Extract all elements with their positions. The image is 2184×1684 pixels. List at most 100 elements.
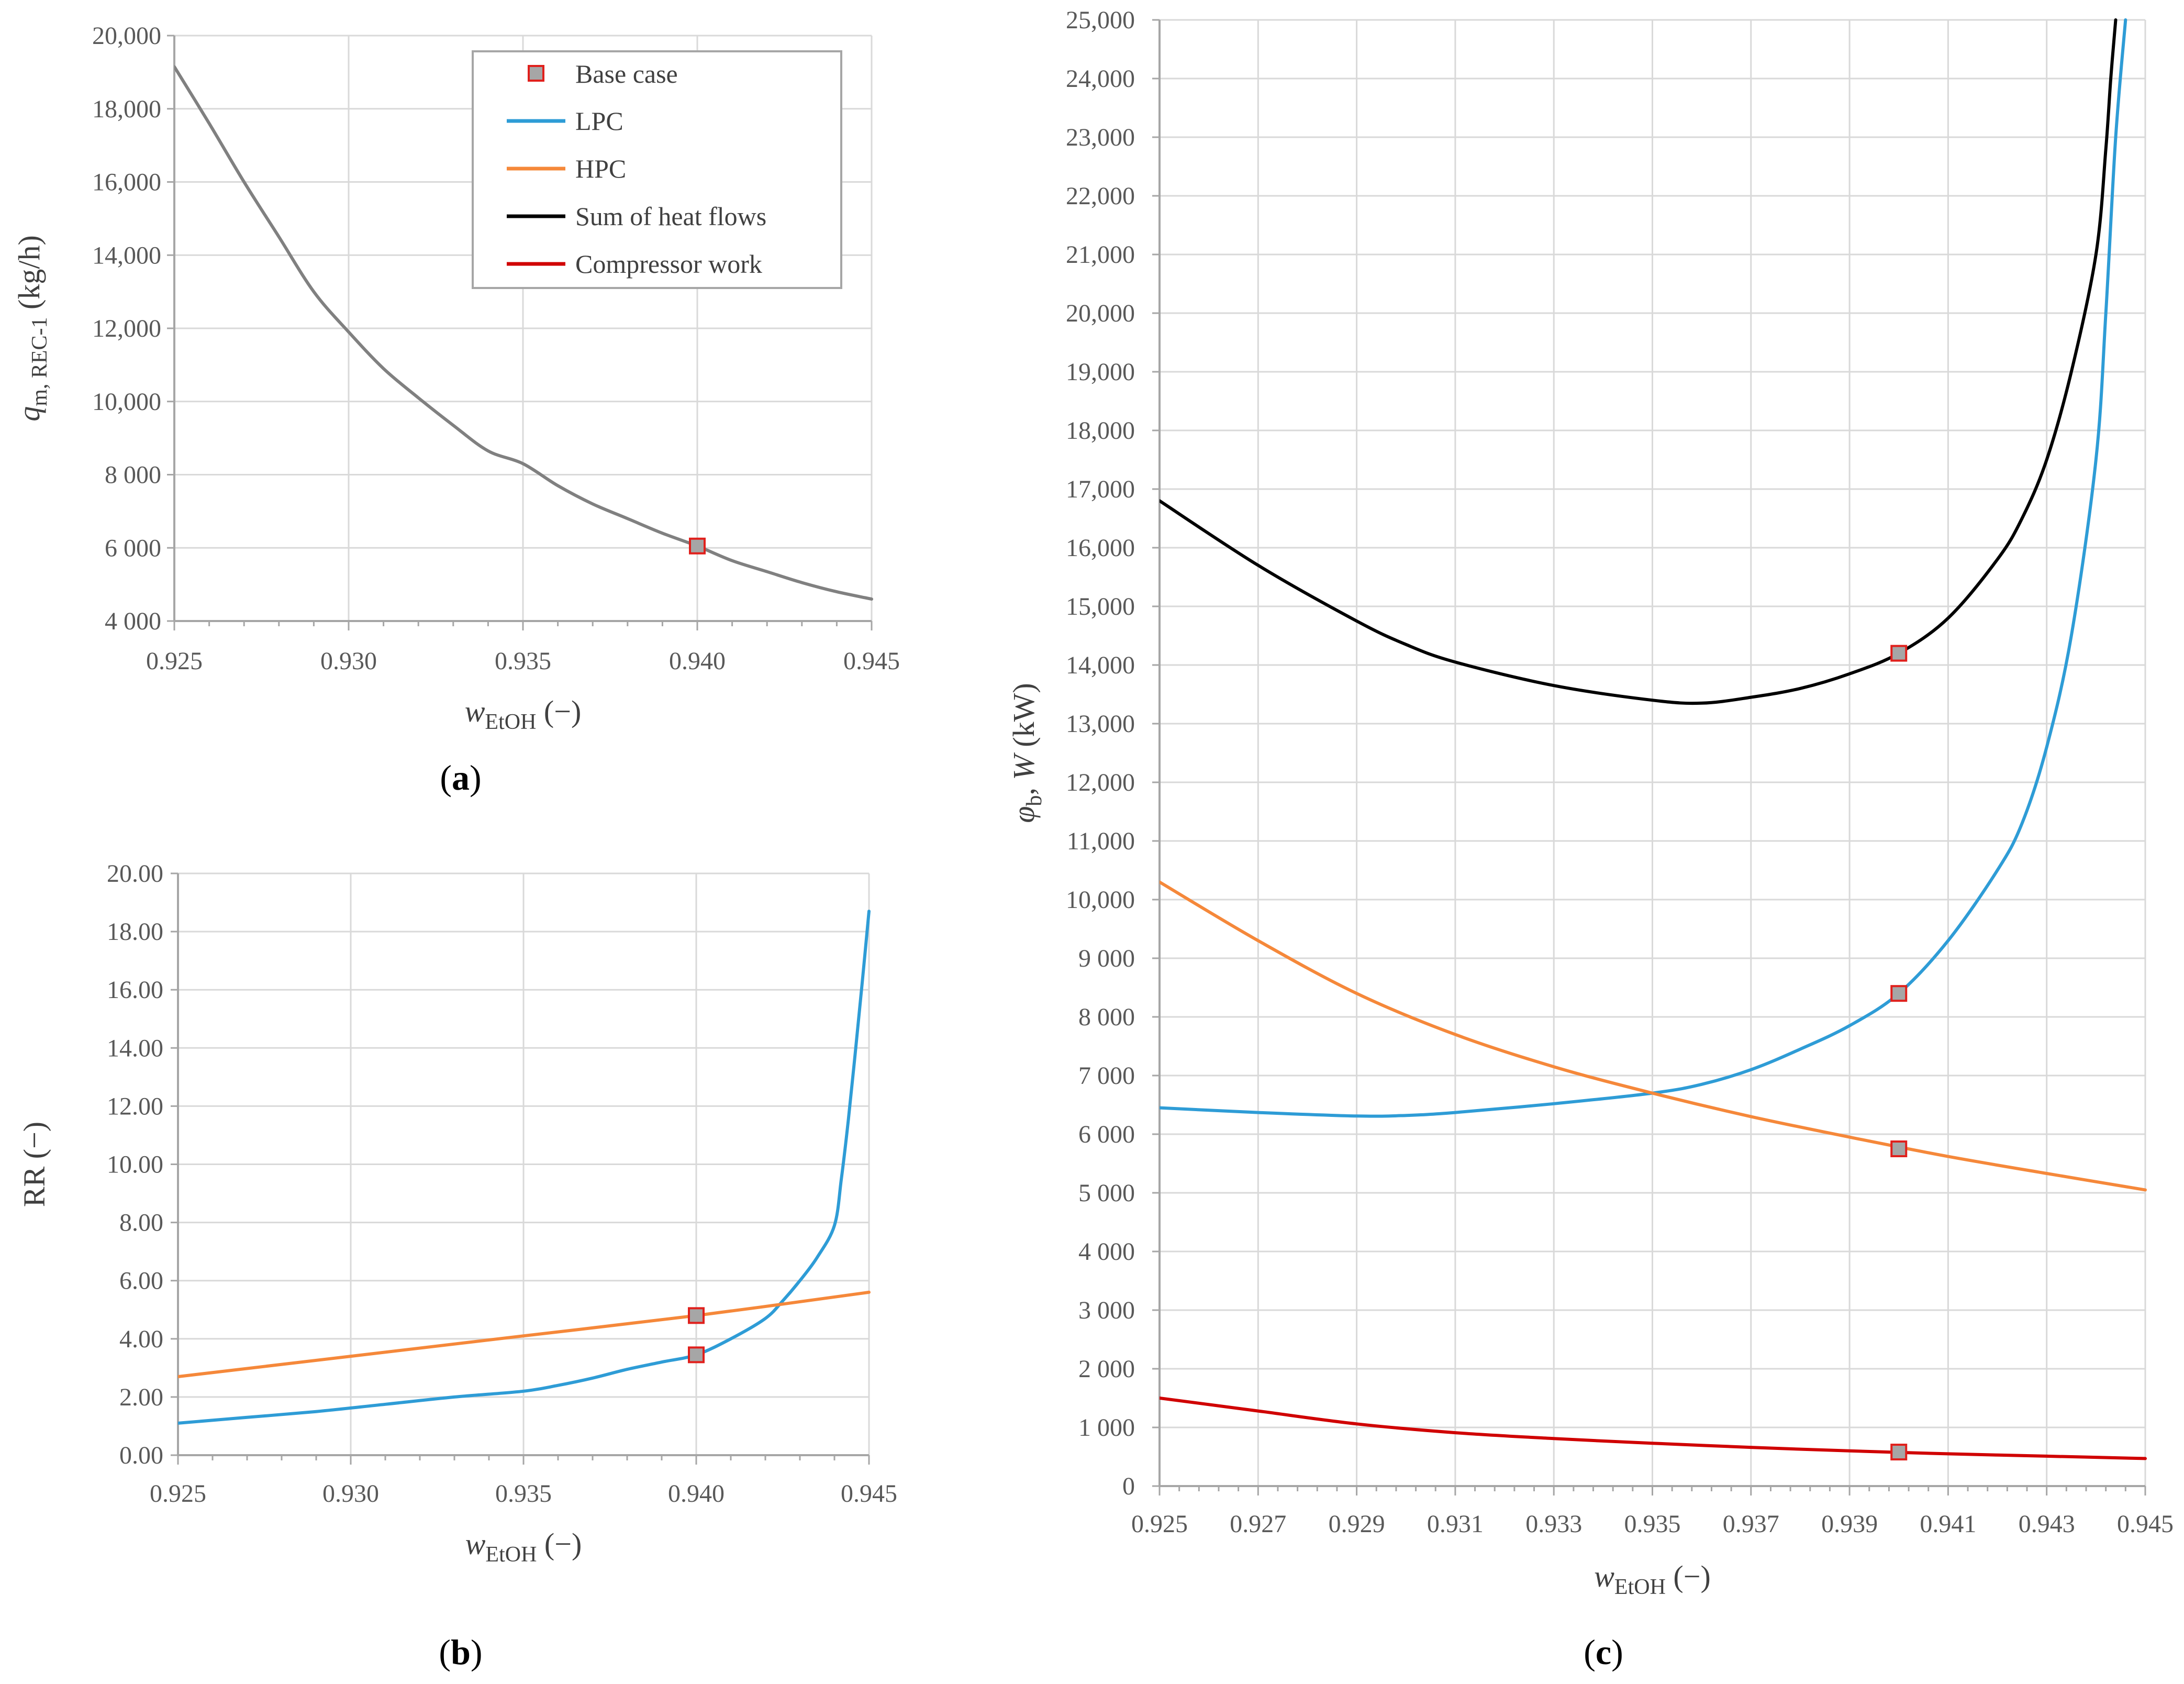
y-tick-label: 0.00 [119,1442,163,1469]
x-tick-label: 0.930 [320,647,377,675]
y-tick-label: 13,000 [1066,710,1135,738]
x-tick-label: 0.933 [1525,1510,1582,1538]
legend-base-case-marker [528,65,544,82]
series-line-lpc [1160,18,2127,1118]
y-tick-label: 15,000 [1066,593,1135,621]
series-line-compressor-work [1160,1397,2147,1460]
y-axis-title: RR (−) [17,1122,51,1207]
x-tick-label: 0.935 [495,1480,552,1508]
x-tick-label: 0.931 [1427,1510,1484,1538]
y-tick-label: 18.00 [107,918,163,946]
legend: Base case LPC HPC Sum of heat flows Comp… [472,50,842,289]
y-tick-label: 16.00 [107,976,163,1004]
y-tick-label: 4 000 [1078,1238,1135,1266]
legend-work-label: Compressor work [575,249,762,279]
chart-a: 0.925 0.930 0.935 0.940 0.945 4 000 6 000 8 000… [12,22,900,734]
x-tick-label: 0.945 [2117,1510,2174,1538]
y-tick-label: 10,000 [92,388,161,416]
base-case-marker [1890,985,1908,1002]
y-tick-label: 2.00 [119,1383,163,1411]
y-tick-label: 14,000 [1066,651,1135,679]
series-line-sum-of-heat-flows [1160,18,2118,705]
y-tick-label: 14.00 [107,1034,163,1062]
base-case-marker [688,1307,705,1324]
y-axis-title: φb, W (kW) [1007,683,1046,823]
y-tick-label: 18,000 [1066,417,1135,445]
y-tick-label: 11,000 [1067,827,1135,855]
y-tick-label: 8 000 [105,461,161,489]
x-axis-title: wEtOH (−) [465,1527,582,1567]
legend-sum-label: Sum of heat flows [575,202,766,231]
x-tick-label: 0.929 [1329,1510,1385,1538]
y-tick-label: 4.00 [119,1325,163,1353]
y-tick-label: 7 000 [1078,1062,1135,1090]
chart-b: 0.925 0.930 0.935 0.940 0.945 0.00 2.00 4.00 6.0… [17,860,897,1567]
x-axis-title: wEtOH (−) [465,694,582,734]
x-tick-label: 0.930 [322,1480,379,1508]
legend-hpc-label: HPC [575,154,626,183]
y-tick-label: 3 000 [1078,1297,1135,1324]
y-tick-label: 19,000 [1066,358,1135,386]
x-tick-label: 0.943 [2019,1510,2075,1538]
x-tick-label: 0.945 [841,1480,897,1508]
base-case-marker [1890,1140,1908,1157]
x-tick-label: 0.937 [1723,1510,1779,1538]
y-tick-label: 6 000 [105,534,161,562]
y-tick-label: 8.00 [119,1209,163,1237]
x-tick-label: 0.940 [669,647,726,675]
series-line-q-m-rec-1 [174,65,873,601]
y-tick-label: 14,000 [92,241,161,269]
y-tick-label: 12.00 [107,1092,163,1120]
y-tick-label: 2 000 [1078,1355,1135,1383]
x-tick-label: 0.925 [1131,1510,1188,1538]
y-tick-label: 23,000 [1066,124,1135,151]
y-tick-label: 0 [1122,1472,1135,1500]
x-tick-label: 0.945 [843,647,900,675]
y-tick-label: 20,000 [92,22,161,50]
y-tick-label: 6 000 [1078,1121,1135,1148]
legend-lpc-label: LPC [575,106,623,136]
y-tick-label: 1 000 [1078,1414,1135,1442]
legend-base-case-label: Base case [575,59,678,88]
y-tick-label: 9 000 [1078,945,1135,972]
y-tick-label: 17,000 [1066,475,1135,503]
series-line-hpc [178,1290,871,1378]
panel-label-b: (b) [439,1632,482,1672]
y-tick-label: 16,000 [1066,534,1135,562]
y-axis-title: qm, REC-1 (kg/h) [12,235,52,422]
x-tick-label: 0.935 [1624,1510,1681,1538]
y-tick-label: 20,000 [1066,300,1135,327]
y-tick-label: 5 000 [1078,1179,1135,1207]
panel-label-c: (c) [1584,1632,1623,1672]
y-tick-label: 22,000 [1066,182,1135,210]
y-tick-label: 18,000 [92,95,161,123]
y-tick-label: 21,000 [1066,241,1135,269]
y-tick-label: 20.00 [107,860,163,888]
base-case-marker [1890,1444,1908,1461]
chart-c: 0.925 0.927 0.929 0.931 0.933 0.935 0.937 0.939… [1007,6,2174,1599]
y-tick-label: 12,000 [1066,769,1135,796]
x-tick-label: 0.940 [668,1480,725,1508]
panel-label-a: (a) [440,758,481,797]
x-tick-label: 0.939 [1821,1510,1878,1538]
y-tick-label: 10.00 [107,1151,163,1179]
y-tick-label: 24,000 [1066,65,1135,93]
y-tick-label: 10,000 [1066,886,1135,914]
y-tick-label: 16,000 [92,169,161,196]
y-tick-label: 8 000 [1078,1003,1135,1031]
x-tick-label: 0.935 [495,647,551,675]
x-tick-label: 0.925 [150,1480,206,1508]
x-axis-title: wEtOH (−) [1594,1559,1711,1599]
series-line-hpc [1160,880,2147,1192]
base-case-marker [689,537,706,555]
y-tick-label: 6.00 [119,1267,163,1295]
y-tick-label: 12,000 [92,315,161,342]
base-case-marker [688,1346,705,1364]
x-tick-label: 0.941 [1920,1510,1976,1538]
base-case-marker [1890,645,1908,662]
x-tick-label: 0.925 [146,647,203,675]
x-tick-label: 0.927 [1230,1510,1286,1538]
y-tick-label: 25,000 [1066,6,1135,34]
y-tick-label: 4 000 [105,607,161,635]
